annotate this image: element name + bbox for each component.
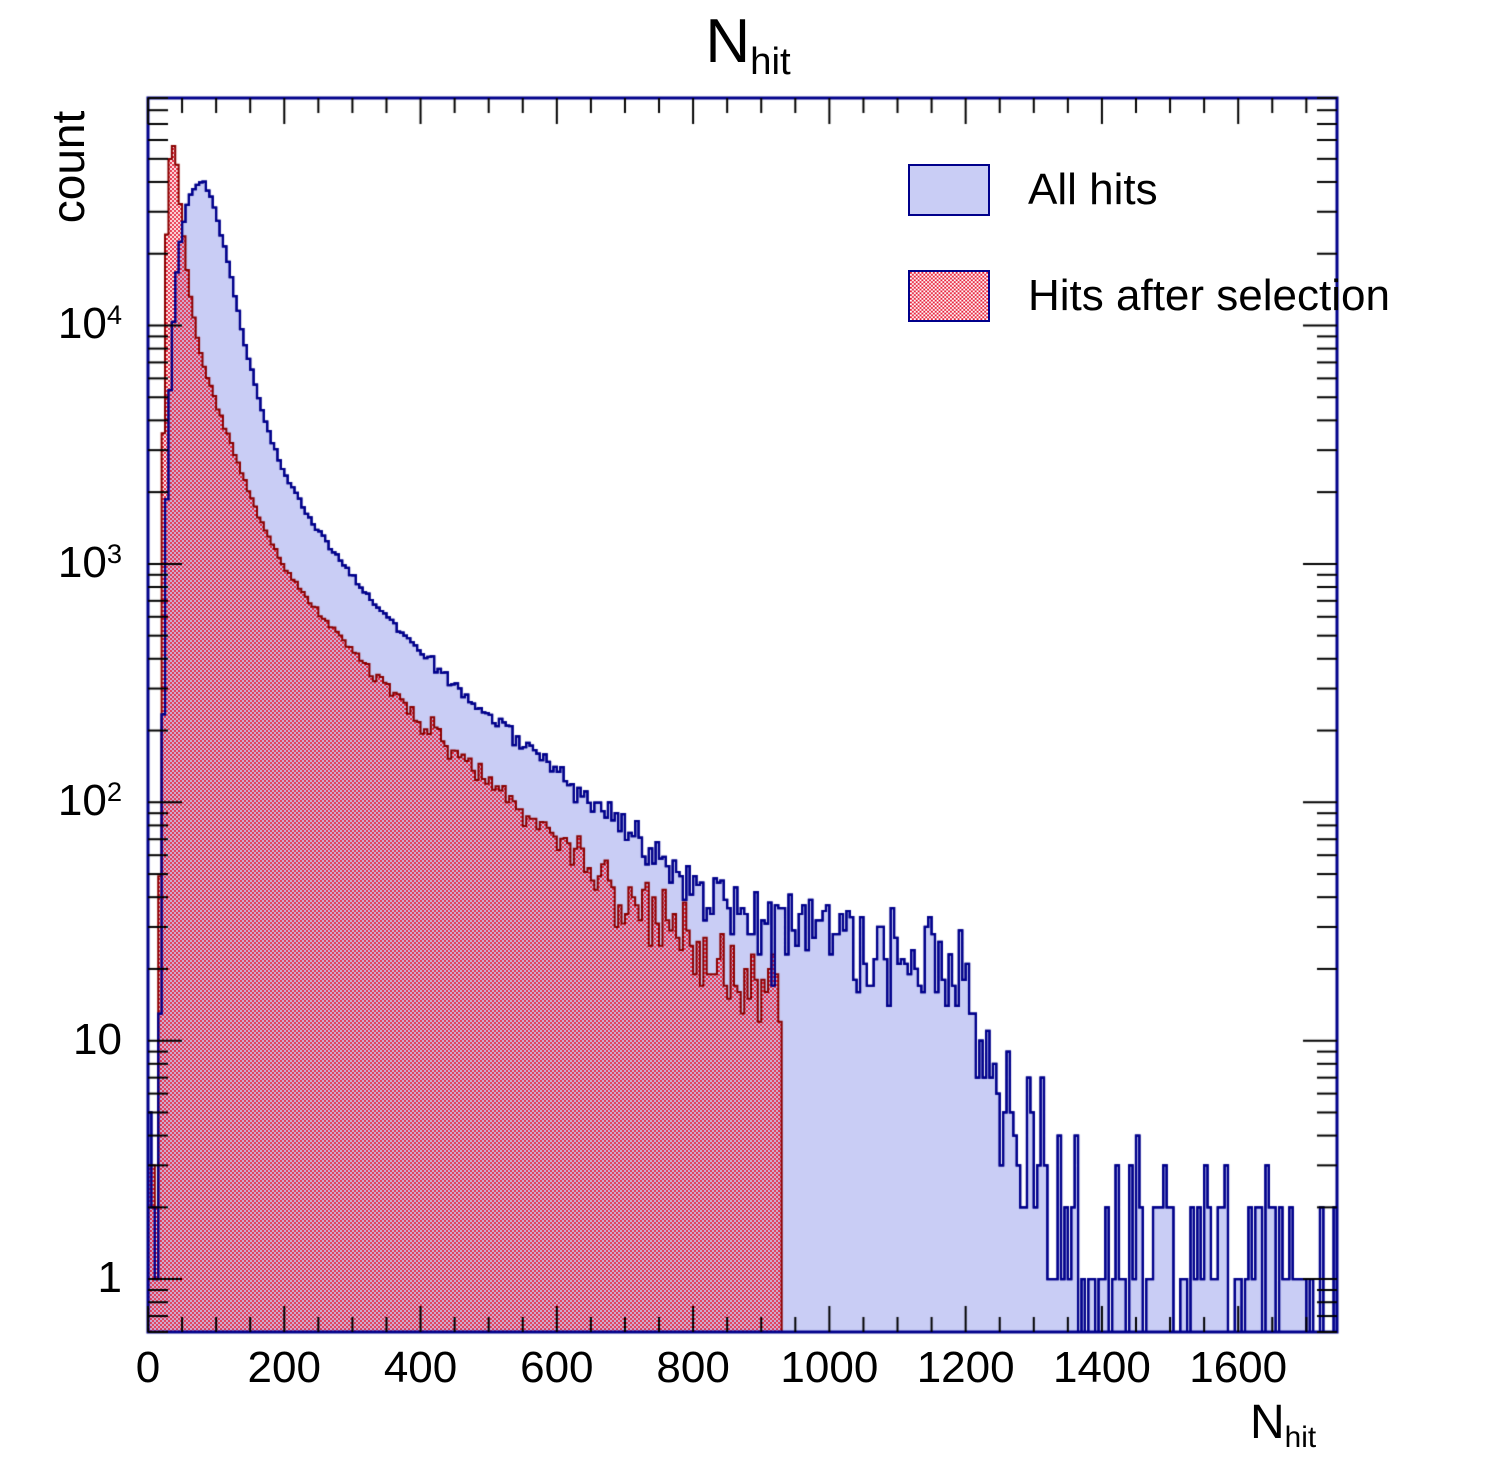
legend-label-all-hits: All hits xyxy=(1028,165,1158,214)
y-tick-label-2: 102 xyxy=(57,776,122,826)
legend-swatch-all-hits xyxy=(908,164,990,216)
x-tick-label-7: 1400 xyxy=(1052,1343,1151,1392)
x-tick-label-6: 1200 xyxy=(916,1343,1015,1392)
page-title-base: N xyxy=(705,7,751,76)
y-tick-label-0: 104 xyxy=(57,299,122,349)
page-title: Nhit xyxy=(0,6,1496,86)
legend-swatch-hits-after-selection xyxy=(908,270,990,322)
x-tick-label-1: 200 xyxy=(247,1343,321,1392)
legend-label-hits-after-selection: Hits after selection xyxy=(1028,271,1390,320)
legend-entry-all-hits: All hits xyxy=(908,148,1288,232)
x-axis-title-base: N xyxy=(1250,1396,1285,1449)
legend-entry-hits-after-selection: Hits after selection xyxy=(908,254,1390,338)
x-tick-label-4: 800 xyxy=(656,1343,730,1392)
x-axis-title: Nhit xyxy=(1250,1395,1316,1454)
y-axis-title: count xyxy=(42,110,94,224)
y-tick-label-4: 1 xyxy=(97,1253,122,1303)
x-axis-title-subscript: hit xyxy=(1284,1420,1317,1454)
x-tick-label-8: 1600 xyxy=(1189,1343,1288,1392)
y-tick-label-3: 10 xyxy=(73,1014,122,1064)
x-tick-label-3: 600 xyxy=(520,1343,594,1392)
x-tick-label-5: 1000 xyxy=(780,1343,879,1392)
x-tick-label-0: 0 xyxy=(135,1343,161,1392)
legend: All hits Hits after selection xyxy=(908,148,1390,360)
y-tick-label-1: 103 xyxy=(57,537,122,587)
page-title-subscript: hit xyxy=(750,39,791,83)
x-tick-label-2: 400 xyxy=(383,1343,458,1392)
